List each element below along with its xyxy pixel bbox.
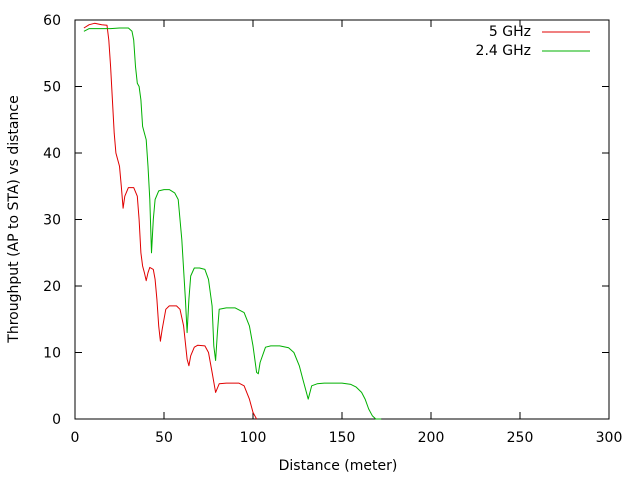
x-tick-label: 150 bbox=[329, 430, 356, 446]
axis-tick-labels: 0 50 100 150 200 250 300 0 10 20 30 40 50 60 bbox=[43, 13, 622, 446]
y-tick-label: 20 bbox=[43, 279, 61, 295]
legend: 5 GHz 2.4 GHz bbox=[476, 24, 590, 59]
y-tick-label: 0 bbox=[52, 412, 61, 428]
x-tick-label: 100 bbox=[240, 430, 267, 446]
series-line-2-4-ghz bbox=[83, 27, 382, 420]
axis-ticks bbox=[74, 19, 610, 420]
y-tick-label: 10 bbox=[43, 346, 61, 362]
x-tick-label: 250 bbox=[507, 430, 534, 446]
plot-frame bbox=[74, 19, 610, 420]
y-tick-label: 40 bbox=[43, 146, 61, 162]
y-tick-label: 60 bbox=[43, 13, 61, 29]
y-tick-label: 50 bbox=[43, 80, 61, 96]
x-tick-label: 200 bbox=[418, 430, 445, 446]
legend-label-2-4ghz: 2.4 GHz bbox=[476, 43, 531, 59]
y-axis-label: Throughput (AP to STA) vs distance bbox=[6, 95, 22, 343]
series-line-5-ghz bbox=[83, 22, 258, 420]
x-tick-label: 300 bbox=[596, 430, 623, 446]
x-axis-label: Distance (meter) bbox=[279, 458, 398, 474]
y-tick-label: 30 bbox=[43, 213, 61, 229]
x-tick-label: 50 bbox=[155, 430, 173, 446]
legend-label-5ghz: 5 GHz bbox=[489, 24, 531, 40]
series-lines bbox=[83, 22, 382, 420]
x-tick-label: 0 bbox=[71, 430, 80, 446]
